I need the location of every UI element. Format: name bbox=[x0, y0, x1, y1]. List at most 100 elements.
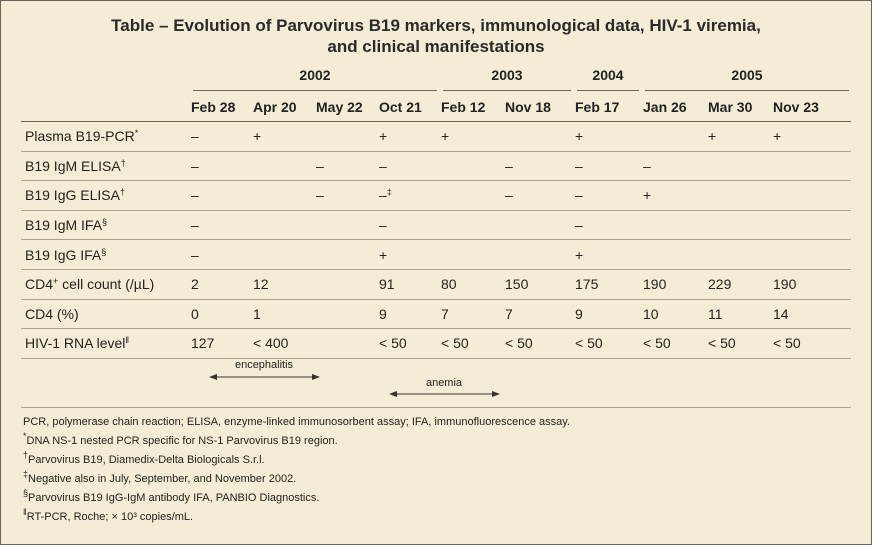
cell bbox=[314, 328, 377, 359]
cell bbox=[314, 210, 377, 241]
row-label: B19 IgG ELISA† bbox=[21, 180, 189, 211]
cell: – bbox=[573, 210, 641, 241]
year: 2005 bbox=[645, 67, 849, 91]
data-table: 2002 2003 2004 2005 Feb 28 Apr 20 May 22 Oct 21… bbox=[21, 65, 851, 359]
footnote-mark: ‖ bbox=[23, 507, 27, 517]
table-row: HIV-1 RNA level‖ 127 < 400 < 50 < 50 < 50 < 50… bbox=[21, 328, 851, 359]
title: Table – Evolution of Parvovirus B19 mark… bbox=[1, 15, 871, 57]
cell: – bbox=[503, 151, 573, 182]
cell: + bbox=[573, 239, 641, 270]
cell-text: + bbox=[379, 128, 388, 145]
footnote: §Parvovirus B19 IgG-IgM antibody IFA, PA… bbox=[23, 489, 570, 508]
cell-text: 9 bbox=[379, 305, 387, 322]
cell-text: + bbox=[575, 246, 584, 263]
date: Nov 23 bbox=[771, 93, 851, 122]
cell-text: 10 bbox=[643, 305, 659, 322]
cell-text: – bbox=[316, 157, 324, 174]
footnote: ‡Negative also in July, September, and N… bbox=[23, 470, 570, 489]
superscript: § bbox=[102, 217, 108, 228]
table-row: Plasma B19-PCR* – + + + + + + bbox=[21, 121, 851, 152]
superscript: ‡ bbox=[386, 187, 392, 198]
cell-text: 7 bbox=[505, 305, 513, 322]
cell-text: + bbox=[441, 128, 450, 145]
superscript: † bbox=[119, 187, 125, 198]
superscript: * bbox=[134, 128, 139, 139]
cell-text: – bbox=[505, 187, 513, 204]
footnote: ‖RT-PCR, Roche; × 10³ copies/mL. bbox=[23, 508, 570, 527]
cell: 127 bbox=[189, 328, 251, 359]
table-row: B19 IgG IFA§ – + + bbox=[21, 239, 851, 270]
footnote-mark: § bbox=[23, 488, 29, 498]
cell: – bbox=[189, 210, 251, 241]
cell bbox=[771, 151, 851, 182]
cell-text: 150 bbox=[505, 276, 529, 293]
footnote-text: DNA NS-1 nested PCR specific for NS-1 Pa… bbox=[26, 435, 338, 447]
row-label: B19 IgM ELISA† bbox=[21, 151, 189, 182]
cell: 2 bbox=[189, 269, 251, 300]
cell: 12 bbox=[251, 269, 314, 300]
cell-text: + bbox=[253, 128, 262, 145]
cell bbox=[706, 180, 771, 211]
cell: 10 bbox=[641, 299, 706, 330]
cell-text: 175 bbox=[575, 276, 599, 293]
row-label: B19 IgM IFA§ bbox=[21, 210, 189, 241]
superscript: † bbox=[120, 157, 126, 168]
cell-text: 229 bbox=[708, 276, 732, 293]
cell: – bbox=[189, 151, 251, 182]
cell-text: < 50 bbox=[575, 335, 603, 352]
cell: 190 bbox=[771, 269, 851, 300]
cell: 7 bbox=[503, 299, 573, 330]
blank bbox=[21, 65, 189, 93]
cell: + bbox=[377, 121, 439, 152]
cell: – bbox=[377, 151, 439, 182]
date: Feb 28 bbox=[189, 93, 251, 122]
cell bbox=[706, 210, 771, 241]
cell bbox=[641, 210, 706, 241]
cell-text: 11 bbox=[708, 305, 723, 322]
text: HIV-1 RNA level bbox=[25, 335, 126, 352]
year-cell: 2005 bbox=[641, 65, 851, 93]
cell: – bbox=[377, 210, 439, 241]
text: Plasma B19-PCR bbox=[25, 128, 135, 145]
cell: 80 bbox=[439, 269, 503, 300]
cell-text: – bbox=[191, 128, 199, 145]
cell bbox=[439, 180, 503, 211]
cell-text: – bbox=[191, 187, 199, 204]
cell: + bbox=[377, 239, 439, 270]
text: CD4 (%) bbox=[25, 305, 79, 322]
year-cell: 2003 bbox=[439, 65, 573, 93]
cell-text: < 50 bbox=[379, 335, 407, 352]
cell: – bbox=[189, 121, 251, 152]
footnote-text: RT-PCR, Roche; × 10³ copies/mL. bbox=[26, 511, 194, 523]
cell bbox=[503, 239, 573, 270]
footnote-text: Parvovirus B19, Diamedix-Delta Biologica… bbox=[28, 454, 265, 466]
footnote-mark: † bbox=[23, 450, 29, 460]
table-row: B19 IgG ELISA† – – –‡ – – + bbox=[21, 180, 851, 211]
cell: 9 bbox=[573, 299, 641, 330]
cell-text: – bbox=[575, 157, 583, 174]
date: Jan 26 bbox=[641, 93, 706, 122]
cell: 0 bbox=[189, 299, 251, 330]
cell: < 50 bbox=[377, 328, 439, 359]
cell: 11 bbox=[706, 299, 771, 330]
cell: 229 bbox=[706, 269, 771, 300]
date: Nov 18 bbox=[503, 93, 573, 122]
table-row: B19 IgM ELISA† – – – – – – bbox=[21, 151, 851, 182]
cell: + bbox=[251, 121, 314, 152]
cell: 7 bbox=[439, 299, 503, 330]
row-label: Plasma B19-PCR* bbox=[21, 121, 189, 152]
event-label: encephalitis bbox=[235, 359, 294, 371]
date: May 22 bbox=[314, 93, 377, 122]
event-arrows: encephalitis anemia bbox=[209, 359, 500, 397]
cell-text: < 50 bbox=[505, 335, 533, 352]
cell: 14 bbox=[771, 299, 851, 330]
cell-text: – bbox=[575, 217, 583, 234]
year-row: 2002 2003 2004 2005 bbox=[21, 65, 851, 93]
cell: – bbox=[189, 239, 251, 270]
cell-text: < 50 bbox=[708, 335, 736, 352]
footnote-mark: * bbox=[23, 431, 27, 441]
cell: – bbox=[189, 180, 251, 211]
row-label: CD4+ cell count (/µL) bbox=[21, 269, 189, 300]
cell-text: 7 bbox=[441, 305, 449, 322]
